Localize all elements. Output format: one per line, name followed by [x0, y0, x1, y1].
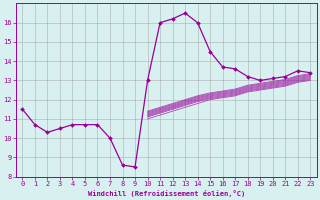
- X-axis label: Windchill (Refroidissement éolien,°C): Windchill (Refroidissement éolien,°C): [88, 190, 245, 197]
